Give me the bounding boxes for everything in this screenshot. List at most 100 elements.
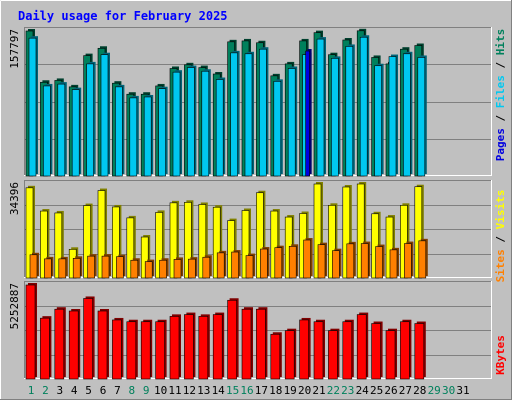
kbytes-bar	[284, 330, 295, 380]
visits-bar	[328, 205, 336, 279]
visits-axis-label: Sites / Visits	[494, 190, 507, 283]
sites-bar	[216, 252, 225, 279]
files-bar	[230, 52, 238, 177]
kbytes-bar	[198, 316, 209, 380]
kbytes-panel: 5252887 KBytes	[8, 281, 507, 380]
files-bar	[259, 48, 267, 177]
day-label: 5	[85, 384, 92, 397]
sites-bar	[245, 255, 254, 279]
day-label: 18	[269, 384, 282, 397]
kbytes-bar	[25, 284, 36, 380]
day-label: 27	[399, 384, 412, 397]
visits-bar	[198, 204, 207, 279]
day-label: 13	[197, 384, 210, 397]
visits-label: Visits	[494, 190, 507, 230]
day-label: 28	[413, 384, 426, 397]
kbytes-bar	[126, 321, 137, 380]
sites-bar	[130, 259, 139, 279]
day-label: 10	[154, 384, 167, 397]
kbytes-bar	[40, 317, 50, 380]
sites-bar	[260, 248, 268, 279]
sites-bar	[346, 243, 355, 279]
visits-bar	[227, 220, 235, 279]
kbytes-bar	[54, 308, 65, 380]
kbytes-bar	[184, 314, 194, 380]
day-label: 8	[128, 384, 135, 397]
visits-bar	[97, 190, 106, 279]
kbytes-bar	[385, 330, 396, 380]
kbytes-bar	[328, 330, 338, 380]
day-label: 1	[28, 384, 35, 397]
sites-bar	[44, 258, 52, 279]
files-bar	[273, 81, 282, 177]
files-bar	[374, 65, 382, 177]
kbytes-bar	[400, 321, 410, 380]
visits-bar	[212, 206, 221, 279]
visits-bar	[140, 236, 149, 279]
chart-title: Daily usage for February 2025	[18, 9, 228, 23]
day-label: 6	[100, 384, 107, 397]
files-bar	[28, 37, 37, 177]
sites-bar	[418, 240, 427, 279]
files-bar	[345, 46, 354, 177]
day-label: 14	[212, 384, 226, 397]
files-bar	[57, 83, 66, 177]
pages-bar	[305, 50, 310, 177]
kbytes-bar	[97, 310, 108, 380]
day-label: 23	[341, 384, 354, 397]
day-label: 22	[327, 384, 340, 397]
visits-bar	[83, 205, 91, 279]
sites-bar	[72, 258, 81, 279]
day-label: 31	[456, 384, 469, 397]
visits-bar	[155, 212, 163, 279]
files-bar	[100, 54, 109, 177]
day-label: 20	[298, 384, 311, 397]
sites-bar	[404, 243, 412, 279]
sites-bar	[58, 258, 67, 279]
sites-bar	[303, 239, 311, 279]
sites-bar	[144, 261, 153, 279]
day-axis-labels: 1 2 3 4 5 6 7 8 9 10 11 12 13 14 15 16 17 18 19 20 21 22 23 24 2…	[28, 384, 470, 397]
kbytes-bar	[155, 321, 165, 380]
hits-files-pages-panel: 157797 Pages / Files / Hits	[8, 27, 507, 177]
kbytes-bar	[371, 323, 381, 380]
kbytes-bar	[83, 298, 93, 380]
day-label: 7	[114, 384, 121, 397]
files-bar	[316, 38, 325, 177]
day-label: 3	[56, 384, 63, 397]
kbytes-bar	[356, 314, 367, 380]
files-bar	[287, 68, 296, 177]
day-label: 15	[226, 384, 239, 397]
files-bar	[129, 97, 138, 177]
day-label: 9	[143, 384, 150, 397]
day-label: 21	[312, 384, 325, 397]
visits-bar	[241, 210, 250, 279]
visits-bar	[270, 210, 279, 279]
visits-bar	[313, 183, 322, 279]
files-bar	[86, 63, 94, 177]
visits-bar	[184, 201, 192, 279]
kbytes-bar	[212, 314, 223, 380]
hits-max-label: 157797	[8, 29, 21, 69]
kbytes-bar	[414, 323, 425, 380]
kbytes-bar	[169, 316, 180, 380]
kbytes-bar	[256, 308, 266, 380]
kbytes-bar	[270, 333, 281, 380]
files-bar	[244, 53, 253, 177]
files-bar	[143, 96, 152, 177]
sites-bar	[274, 247, 283, 279]
files-bar	[115, 86, 123, 177]
files-bar	[43, 85, 51, 177]
sites-bar	[375, 246, 383, 279]
day-label: 26	[384, 384, 397, 397]
day-label: 17	[255, 384, 268, 397]
sites-bar	[101, 255, 110, 279]
day-label: 24	[356, 384, 370, 397]
sites-bar	[288, 245, 297, 279]
kbytes-bar	[68, 310, 79, 380]
sites-bar	[317, 244, 326, 279]
files-bar	[201, 70, 210, 177]
visits-bar	[342, 186, 351, 279]
sites-bar	[116, 256, 124, 279]
visits-bar	[126, 217, 135, 279]
